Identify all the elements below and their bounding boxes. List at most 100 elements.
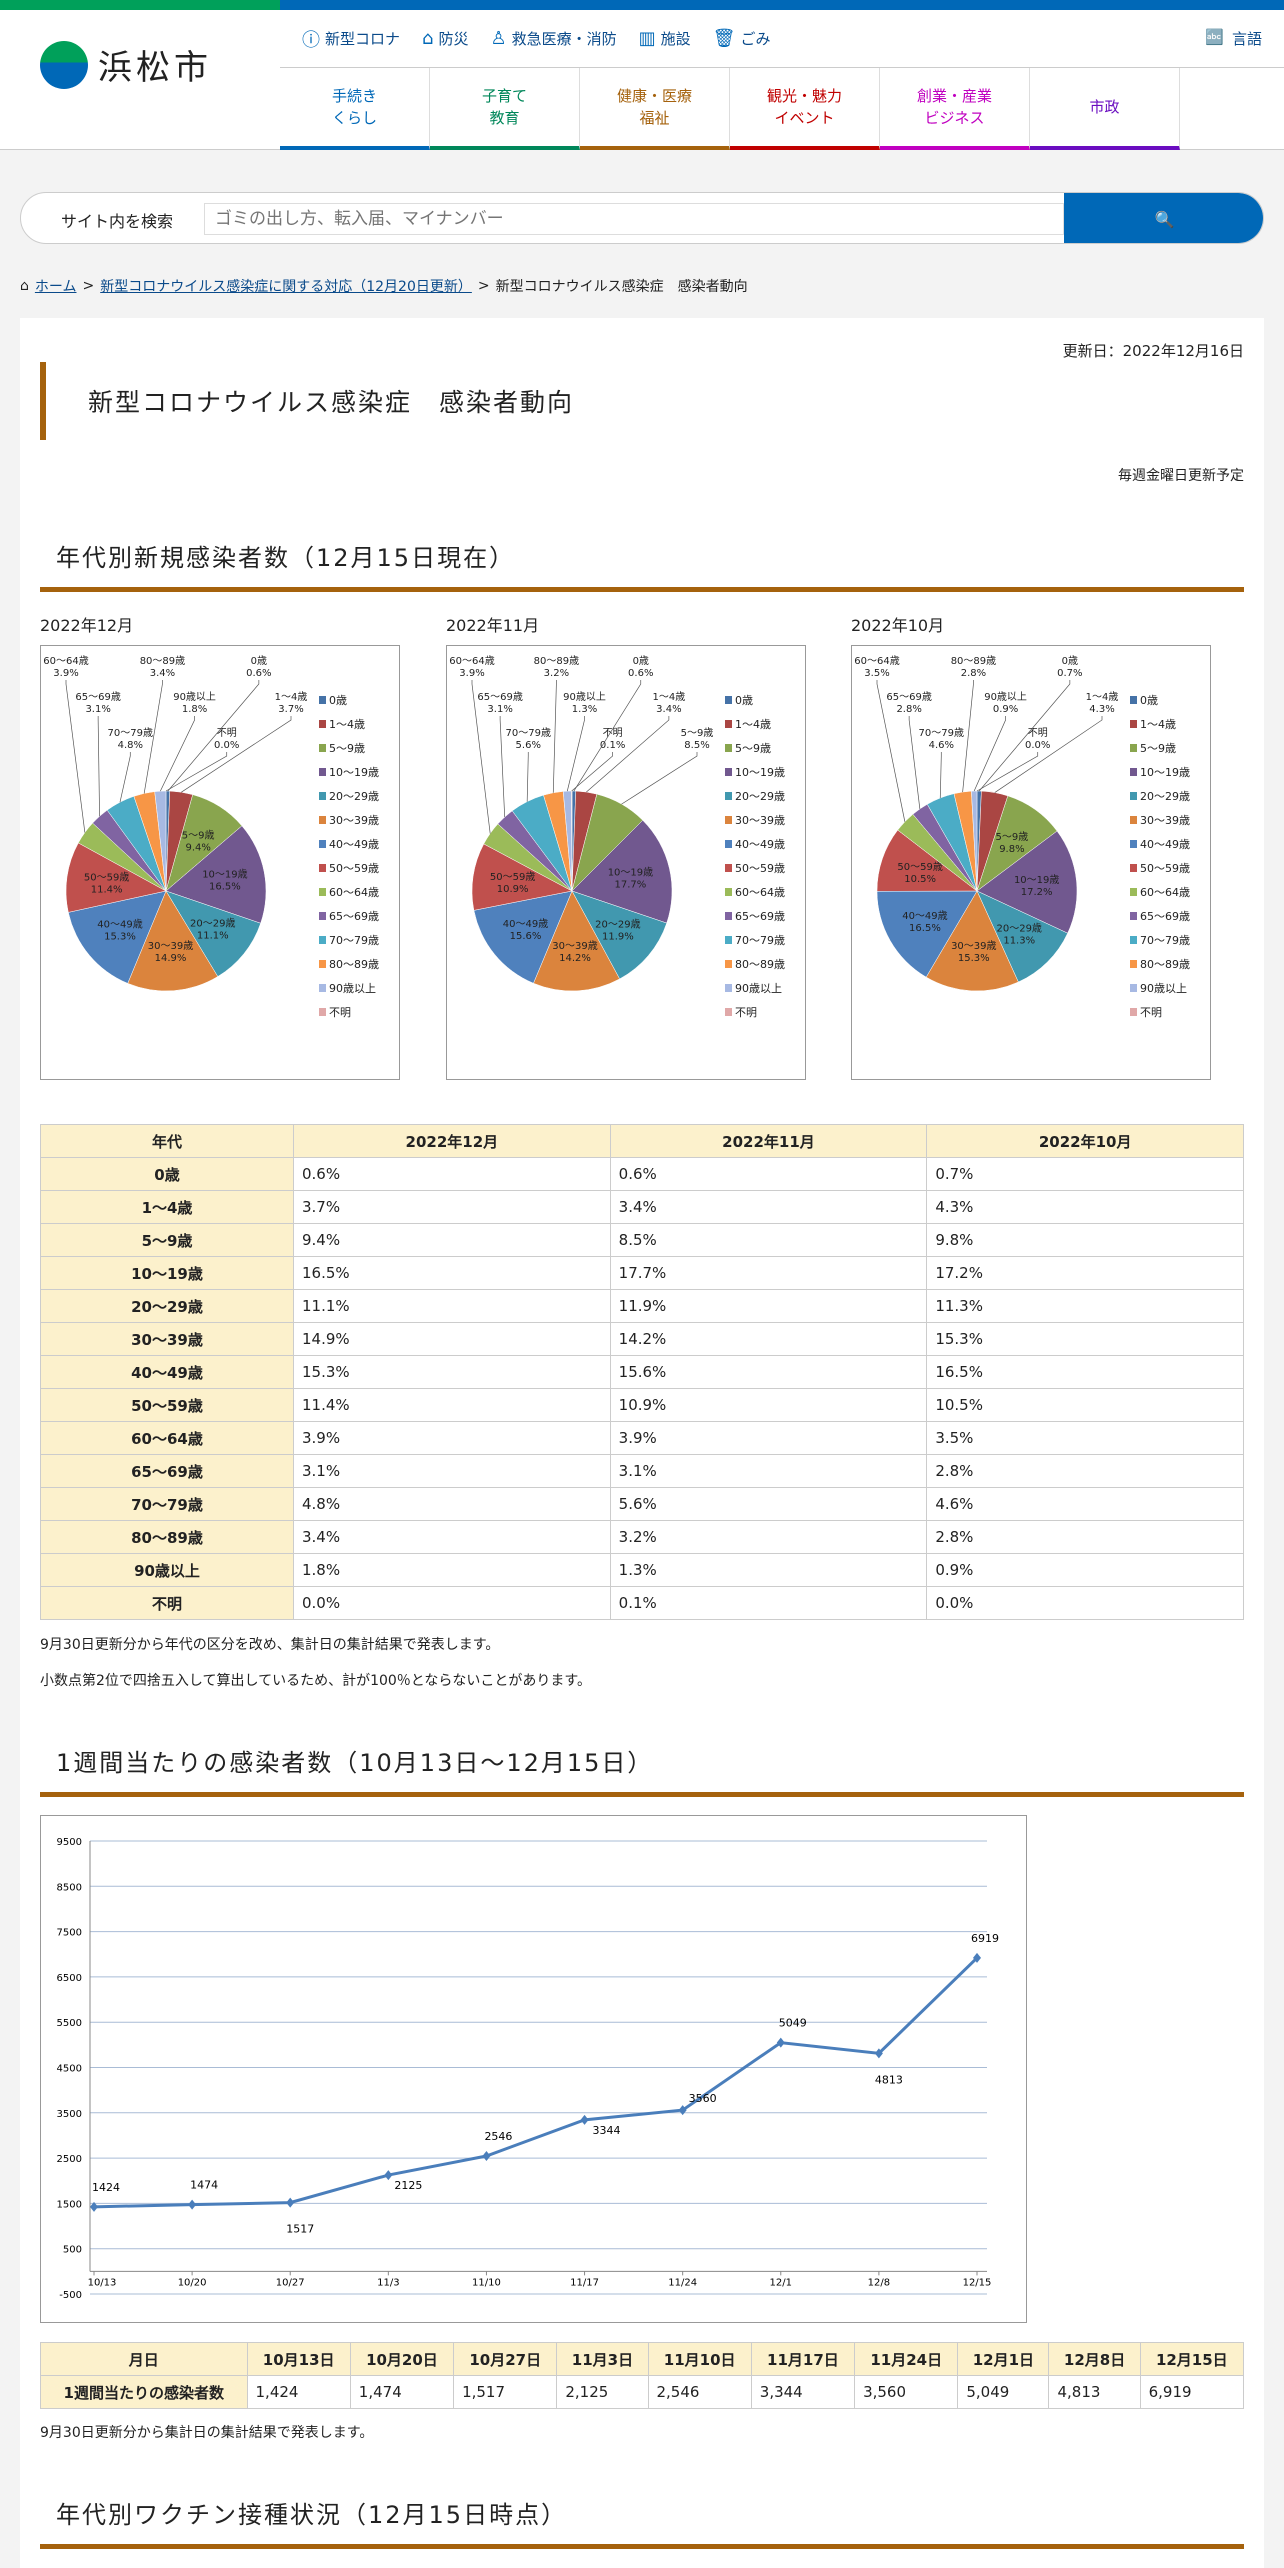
table-row: 5～9歳 9.4% 8.5% 9.8% <box>40 1223 1244 1257</box>
pie-data-label: 70～79歳 4.6% <box>919 727 964 751</box>
pie-data-label: 5～9歳 9.4% <box>182 829 215 853</box>
legend-label: 40～49歳 <box>1140 838 1190 851</box>
table-cell: 2,546 <box>647 2375 752 2409</box>
table-cell: 3,344 <box>750 2375 856 2409</box>
pie-data-label: 1～4歳 4.3% <box>1086 691 1119 715</box>
y-tick-label: -500 <box>59 2290 82 2301</box>
legend-swatch <box>319 984 326 992</box>
person-icon: ♙ <box>490 28 507 49</box>
legend-label: 1～4歳 <box>735 718 771 731</box>
data-label: 2125 <box>394 2179 422 2192</box>
nav-tab-3[interactable]: 観光・魅力 イベント <box>730 68 880 150</box>
y-tick-label: 7500 <box>57 1928 82 1939</box>
legend-swatch <box>1130 984 1137 992</box>
series-line <box>93 1956 979 2209</box>
top-color-bar <box>0 0 1284 10</box>
column-header: 10月13日 <box>246 2342 351 2376</box>
column-header: 2022年11月 <box>609 1124 928 1158</box>
legend-swatch <box>725 744 732 752</box>
row-header: 65～69歳 <box>40 1454 294 1488</box>
row-header: 10～19歳 <box>40 1256 294 1290</box>
search-bar: サイト内を検索 🔍 <box>20 192 1264 244</box>
legend-label: 70～79歳 <box>329 934 379 947</box>
nav-tab-1[interactable]: 子育て 教育 <box>430 68 580 150</box>
table-cell: 1,474 <box>349 2375 455 2409</box>
table-cell: 5.6% <box>609 1487 928 1521</box>
util-link-0[interactable]: ⓘ 新型コロナ <box>302 26 400 52</box>
y-tick-label: 500 <box>63 2245 82 2256</box>
table-row: 90歳以上 1.8% 1.3% 0.9% <box>40 1553 1244 1587</box>
table-row: 30～39歳 14.9% 14.2% 15.3% <box>40 1322 1244 1356</box>
nav-tab-2[interactable]: 健康・医療 福祉 <box>580 68 730 150</box>
note: 9月30日更新分から年代の区分を改め、集計日の集計結果で発表します。 <box>40 1637 500 1653</box>
leader-line <box>471 680 491 834</box>
table-cell: 0.9% <box>926 1553 1244 1587</box>
data-label: 4813 <box>875 2073 903 2086</box>
nav-tab-4[interactable]: 創業・産業 ビジネス <box>880 68 1030 150</box>
legend-label: 50～59歳 <box>735 862 785 875</box>
table-cell: 2.8% <box>926 1520 1244 1554</box>
legend-swatch <box>319 696 326 704</box>
legend-label: 1～4歳 <box>1140 718 1176 731</box>
legend-label: 60～64歳 <box>1140 886 1190 899</box>
pie-slice <box>876 890 978 978</box>
column-header: 年代 <box>40 1124 294 1158</box>
table-cell: 1.3% <box>609 1553 928 1587</box>
legend-swatch <box>319 840 326 848</box>
pie-slice <box>571 890 668 980</box>
column-header: 月日 <box>40 2342 248 2376</box>
pie-data-label: 70～79歳 5.6% <box>506 727 551 751</box>
legend-label: 65～69歳 <box>735 910 785 923</box>
nav-tab-5[interactable]: 市政 <box>1030 68 1180 150</box>
x-tick-label: 10/20 <box>178 2277 207 2288</box>
row-header: 0歳 <box>40 1157 294 1191</box>
table-cell: 16.5% <box>293 1256 611 1290</box>
house-icon: ⌂ <box>422 28 434 49</box>
legend-label: 30～39歳 <box>735 814 785 827</box>
util-link-3[interactable]: ▥ 施設 <box>639 28 691 49</box>
search-button[interactable]: 🔍 <box>1064 193 1263 243</box>
translate-icon: 🔤 <box>1205 28 1224 46</box>
util-label: 救急医療・消防 <box>511 30 617 48</box>
site-logo[interactable]: 浜松市 <box>40 40 212 89</box>
leader-line <box>143 680 163 794</box>
data-label: 2546 <box>484 2130 512 2143</box>
search-input[interactable] <box>204 203 1064 235</box>
pie-data-label: 1～4歳 3.7% <box>275 691 308 715</box>
breadcrumb-covid[interactable]: 新型コロナウイルス感染症に関する対応（12月20日更新） <box>100 279 472 295</box>
util-label: 施設 <box>660 30 691 48</box>
util-link-1[interactable]: ⌂ 防災 <box>422 28 468 49</box>
table-cell: 8.5% <box>609 1223 928 1257</box>
y-tick-label: 8500 <box>57 1882 82 1893</box>
legend-swatch <box>725 912 732 920</box>
table-cell: 1.8% <box>293 1553 611 1587</box>
table-row: 10～19歳 16.5% 17.7% 17.2% <box>40 1256 1244 1290</box>
legend-swatch <box>1130 840 1137 848</box>
utility-nav: ⓘ 新型コロナ ⌂ 防災 ♙ 救急医療・消防 ▥ 施設 🗑 ごみ <box>280 10 1284 68</box>
pie-slice <box>976 830 1078 934</box>
table-cell: 15.3% <box>293 1355 611 1389</box>
pie-data-label: 90歳以上 0.9% <box>984 691 1027 715</box>
language-button[interactable]: 🔤 言語 <box>1205 28 1262 49</box>
nav-tab-0[interactable]: 手続き くらし <box>280 68 430 150</box>
x-tick-label: 12/15 <box>963 2277 992 2288</box>
table-cell: 15.6% <box>609 1355 928 1389</box>
row-header: 1週間当たりの感染者数 <box>40 2375 248 2409</box>
util-link-2[interactable]: ♙ 救急医療・消防 <box>490 28 616 49</box>
legend-label: 65～69歳 <box>329 910 379 923</box>
pie-slice <box>473 890 573 984</box>
table-cell: 3.1% <box>609 1454 928 1488</box>
legend-swatch <box>725 720 732 728</box>
legend-swatch <box>1130 744 1137 752</box>
page-title: 新型コロナウイルス感染症 感染者動向 <box>40 362 1244 440</box>
row-header: 不明 <box>40 1586 294 1620</box>
pie-slice <box>976 890 1068 983</box>
table-header-row: 年代 2022年12月 2022年11月 2022年10月 <box>40 1124 1244 1158</box>
breadcrumb-home[interactable]: ホーム <box>34 279 77 295</box>
table-cell: 11.1% <box>293 1289 611 1323</box>
main-nav: 手続き くらし 子育て 教育 健康・医療 福祉 観光・魅力 イベント 創業・産業 ビジネ… <box>280 68 1180 150</box>
legend-label: 10～19歳 <box>735 766 785 779</box>
pie-title-oct: 2022年10月 <box>851 616 945 635</box>
util-link-4[interactable]: 🗑 ごみ <box>713 28 771 49</box>
pie-data-label: 60～64歳 3.9% <box>43 655 88 679</box>
